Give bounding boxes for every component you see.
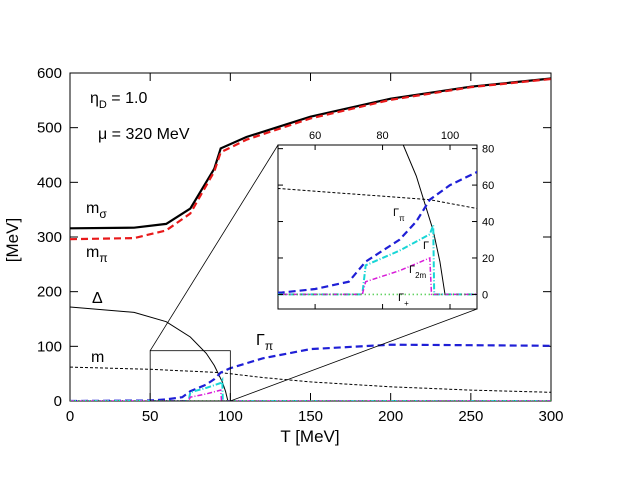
zoom-indicator	[149, 144, 478, 402]
series-label-m_σ: mσ	[86, 200, 107, 221]
inset-x-tick-label: 80	[376, 130, 388, 142]
eta-annotation: ηD = 1.0	[90, 90, 147, 111]
y-tick-label: 500	[37, 120, 62, 137]
series-label-Γ_π: Γπ	[256, 332, 273, 353]
inset-plot: 60 80 100 0 20 40 60 80	[277, 130, 494, 310]
y-tick-label: 200	[37, 284, 62, 301]
zoom-connector	[149, 144, 279, 351]
zoom-box	[149, 350, 231, 402]
y-tick-label: 600	[37, 65, 62, 82]
x-tick-label: 0	[66, 408, 74, 425]
inset-x-tick-label: 100	[441, 130, 459, 142]
series-label-m_π: mπ	[86, 244, 108, 265]
series-label-m: m	[91, 349, 104, 366]
inset-x-tick-label: 60	[309, 130, 321, 142]
y-tick-label: 300	[37, 229, 62, 246]
zoom-connector	[230, 308, 478, 402]
inset-label-Γ: Γ	[423, 240, 429, 252]
x-tick-label: 100	[218, 408, 243, 425]
inset-series-Γ_π	[278, 170, 477, 294]
x-tick-label: 200	[378, 408, 403, 425]
y-tick-label: 0	[54, 393, 62, 410]
inset-series-Γ_2m	[278, 256, 477, 296]
inset-label-Γ_+: Γ+	[398, 292, 409, 308]
inset-label-Γ_π: Γπ	[393, 207, 405, 223]
x-tick-label: 50	[142, 408, 159, 425]
x-tick-label: 150	[298, 408, 323, 425]
mu-annotation: μ = 320 MeV	[98, 126, 190, 143]
y-axis-title: [MeV]	[3, 218, 22, 262]
inset-y-tick-label: 80	[482, 144, 494, 156]
x-axis-title: T [MeV]	[280, 427, 339, 446]
inset-y-tick-label: 40	[482, 217, 494, 229]
inset-y-tick-label: 60	[482, 180, 494, 192]
inset-y-tick-label: 20	[482, 253, 494, 265]
x-tick-label: 300	[538, 408, 563, 425]
inset-label-Γ_2m: Γ2m	[409, 264, 427, 280]
y-tick-label: 400	[37, 174, 62, 191]
inset-axes: 60 80 100 0 20 40 60 80	[278, 130, 494, 309]
series-Γ_π	[70, 343, 551, 401]
x-axis: 0 50 100 150 200 250 300	[66, 73, 564, 425]
y-tick-label: 100	[37, 338, 62, 355]
series-label-Δ: Δ	[92, 290, 103, 307]
series-Γ	[70, 376, 551, 401]
inset-y-tick-label: 0	[482, 289, 488, 301]
inset-background	[277, 144, 478, 310]
inset-series-Δ	[402, 145, 446, 295]
series-m_π	[70, 77, 551, 241]
x-tick-label: 250	[458, 408, 483, 425]
series-Δ	[70, 306, 229, 401]
